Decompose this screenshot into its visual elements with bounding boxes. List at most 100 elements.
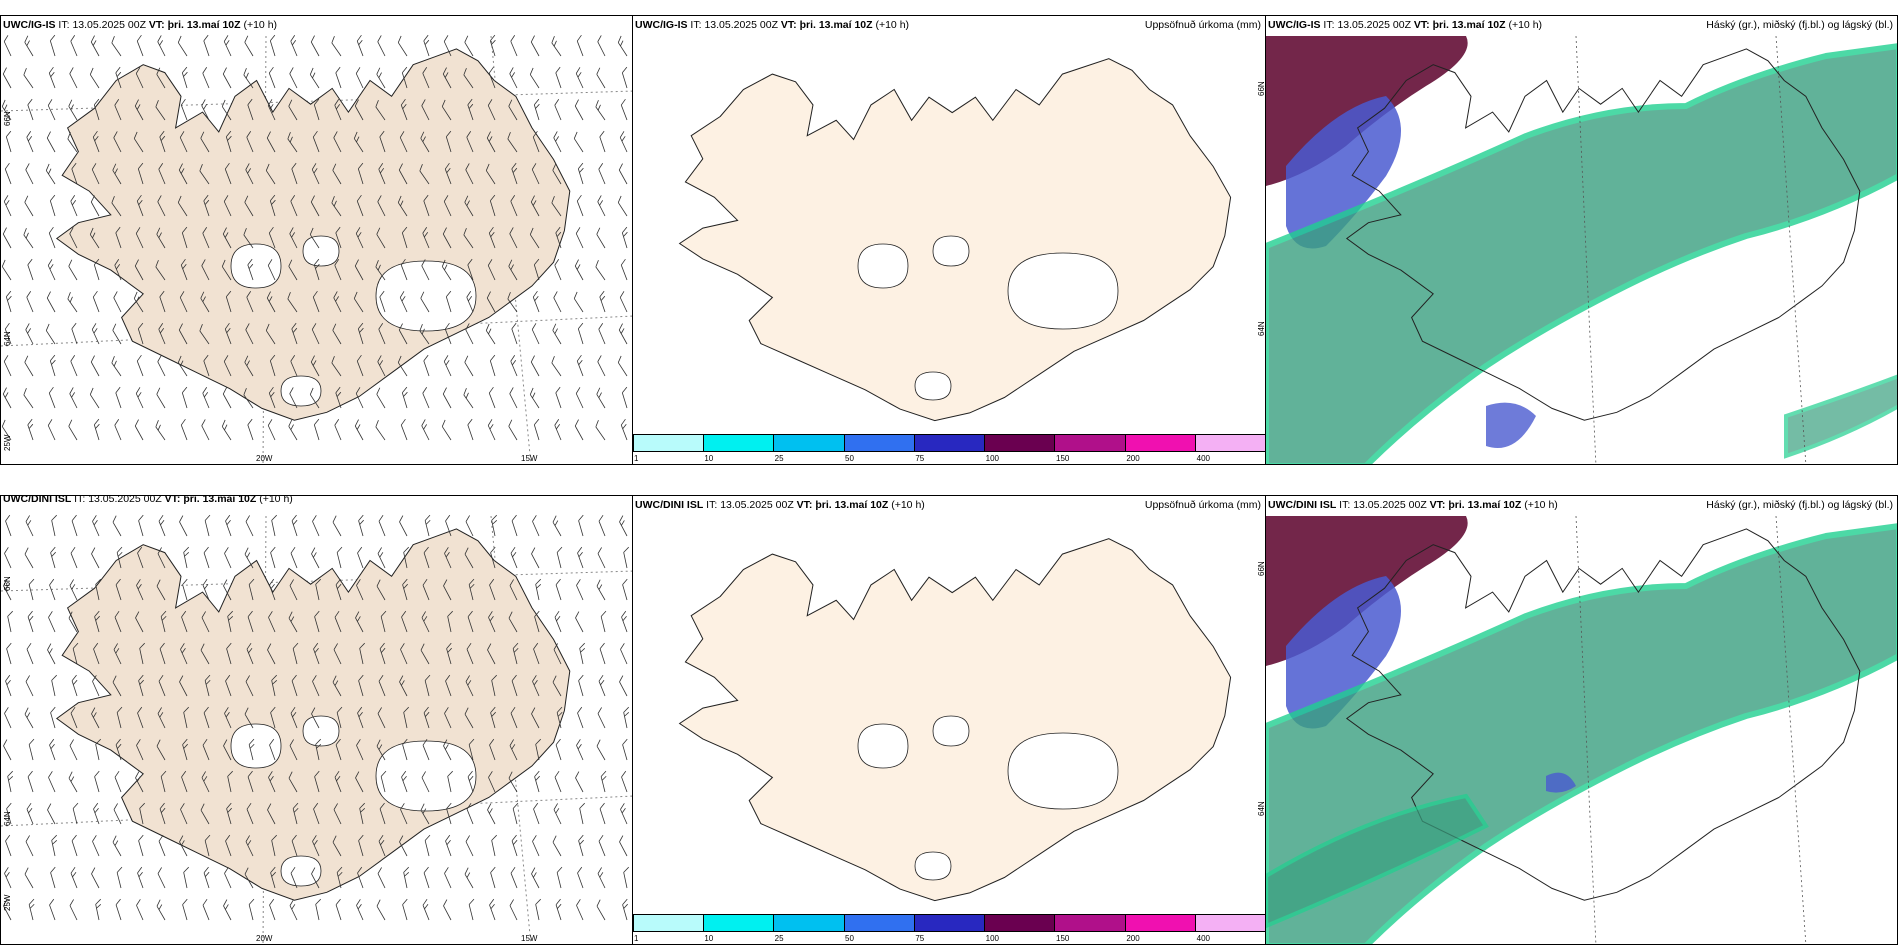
wind-barb: [115, 578, 122, 601]
precip-map: [678, 538, 1232, 902]
wind-barb: [115, 66, 122, 89]
wind-barb: [313, 98, 320, 121]
wind-barb: [530, 355, 540, 377]
wind-barb: [336, 546, 343, 569]
wind-barb: [288, 419, 298, 441]
wind-barb: [49, 354, 56, 377]
wind-barb: [509, 899, 518, 921]
wind-barb: [553, 643, 562, 665]
wind-barb: [487, 259, 496, 281]
wind-barb: [89, 387, 100, 409]
wind-barb: [507, 132, 518, 153]
wind-barb: [464, 35, 474, 57]
wind-barb: [510, 355, 518, 377]
wind-barb: [487, 419, 496, 441]
wind-barb: [468, 738, 475, 761]
wind-barb: [92, 835, 100, 857]
wind-barb: [179, 515, 188, 537]
wind-barb: [465, 515, 474, 537]
wind-barb: [617, 195, 628, 217]
glacier: [914, 371, 952, 401]
wind-barb: [554, 419, 562, 441]
wind-barb: [290, 546, 298, 569]
wind-barb: [267, 419, 276, 441]
wind-barb: [509, 739, 518, 761]
wind-barb: [376, 739, 386, 761]
wind-barb: [575, 67, 584, 89]
wind-barb: [442, 67, 452, 89]
wind-barb: [510, 195, 518, 217]
wind-barb: [25, 163, 34, 185]
wind-barb: [356, 899, 364, 921]
wind-barb: [24, 195, 34, 217]
wind-barb: [443, 899, 452, 921]
wind-barb: [221, 259, 232, 281]
wind-barb: [529, 227, 540, 249]
wind-barb: [334, 770, 342, 793]
colorbar-tick: 75: [915, 934, 925, 943]
wind-barb: [309, 67, 320, 89]
wind-barb: [70, 355, 78, 377]
wind-barb: [576, 579, 584, 601]
wind-barb: [335, 386, 342, 409]
wind-barb: [203, 194, 210, 217]
wind-barb: [26, 131, 34, 153]
wind-barb: [597, 195, 606, 217]
wind-barb: [70, 35, 78, 57]
low-cloud-band: [1266, 793, 1489, 929]
wind-barb: [245, 163, 254, 185]
wind-barb: [116, 866, 123, 889]
wind-barb: [46, 131, 56, 153]
wind-barb: [489, 578, 496, 601]
wind-barb: [420, 131, 430, 153]
wind-barb: [535, 738, 541, 761]
wind-barb: [289, 579, 298, 601]
wind-barb: [465, 835, 474, 857]
wind-barb: [489, 898, 496, 921]
wind-barb: [247, 258, 254, 281]
wind-barb: [157, 707, 166, 729]
wind-barb: [265, 323, 276, 345]
wind-barb: [224, 547, 232, 569]
colorbar-tick: 150: [1056, 454, 1070, 463]
wind-barb: [266, 131, 276, 153]
wind-barb: [354, 259, 364, 281]
wind-barb: [358, 514, 364, 537]
colorbar-segment: [844, 435, 915, 451]
wind-barb: [596, 739, 606, 761]
wind-barb: [94, 610, 100, 633]
wind-barb: [445, 674, 452, 697]
wind-barb: [378, 514, 386, 537]
glacier: [857, 723, 909, 769]
wind-barb: [269, 194, 276, 217]
wind-barb: [93, 802, 100, 825]
wind-barb: [51, 674, 57, 697]
wind-barb: [378, 834, 386, 857]
wind-barb: [463, 228, 474, 249]
wind-barb: [112, 163, 122, 185]
wind-barb: [245, 515, 254, 537]
wind-barb: [72, 642, 79, 665]
wind-barb: [375, 100, 386, 121]
wind-barb: [4, 867, 12, 889]
wind-barb: [137, 866, 144, 889]
wind-barb: [269, 578, 276, 601]
wind-barb: [111, 356, 122, 377]
wind-barb: [529, 67, 540, 89]
wind-barb: [552, 835, 562, 857]
wind-barb: [335, 226, 342, 249]
wind-barb: [113, 643, 122, 665]
wind-barb: [5, 514, 12, 537]
wind-barb: [225, 674, 232, 697]
wind-barb: [378, 163, 386, 185]
wind-barb: [3, 579, 12, 601]
colorbar-tick: 10: [704, 934, 714, 943]
wind-barb: [270, 546, 276, 569]
wind-barb: [575, 771, 584, 793]
lat-label-66n: 66N: [3, 576, 12, 591]
wind-barb: [183, 706, 189, 729]
wind-barb: [574, 259, 584, 281]
wind-barb: [597, 355, 606, 377]
wind-barb: [380, 610, 387, 633]
wind-barb: [508, 259, 518, 281]
